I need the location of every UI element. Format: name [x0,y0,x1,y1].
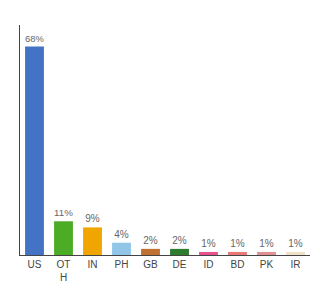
svg-text:1%: 1% [230,238,245,249]
svg-text:1%: 1% [201,238,216,249]
svg-text:2%: 2% [172,235,187,246]
svg-text:1%: 1% [288,238,303,249]
svg-text:9%: 9% [85,213,100,224]
svg-text:1%: 1% [259,238,274,249]
svg-text:IR: IR [291,259,301,270]
svg-text:IN: IN [88,259,98,270]
svg-text:DE: DE [173,259,187,270]
svg-text:US: US [28,259,42,270]
svg-text:11%: 11% [54,207,73,218]
svg-text:OTH: OTH [57,259,71,283]
svg-text:PH: PH [115,259,129,270]
svg-text:PK: PK [260,259,274,270]
svg-text:4%: 4% [114,229,129,240]
svg-text:68%: 68% [25,34,44,44]
svg-text:GB: GB [143,259,158,270]
svg-text:BD: BD [231,259,245,270]
svg-text:ID: ID [204,259,214,270]
svg-text:2%: 2% [143,235,158,246]
